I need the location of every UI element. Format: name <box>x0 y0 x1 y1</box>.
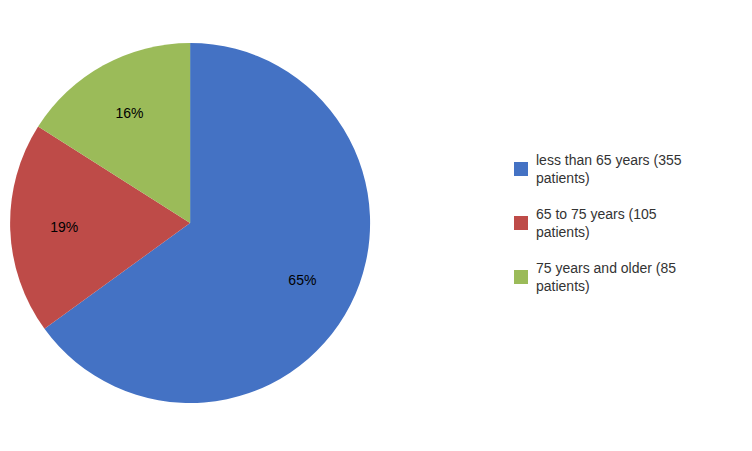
svg-text:16%: 16% <box>115 105 143 121</box>
html-text:less than 65 years (355 patien: less than 65 years (355 patients) <box>536 152 682 186</box>
svg-text:19%: 19% <box>50 219 78 235</box>
html-text:75 years and older (85 patient: 75 years and older (85 patients) <box>536 260 677 294</box>
html-text:65 to 75 years (105 patients): 65 to 75 years (105 patients) <box>536 206 657 240</box>
svg-text:65%: 65% <box>288 272 316 288</box>
